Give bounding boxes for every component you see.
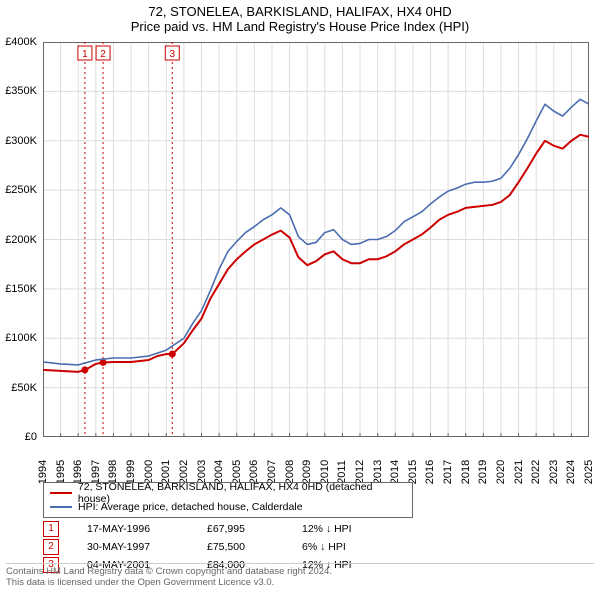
x-tick-label: 2023 — [548, 460, 560, 484]
footer-line1: Contains HM Land Registry data © Crown c… — [6, 566, 594, 577]
x-tick-label: 1994 — [37, 460, 49, 484]
x-tick-label: 2019 — [477, 460, 489, 484]
sale-pct: 12% ↓ HPI — [302, 523, 352, 535]
y-tick-label: £250K — [5, 184, 37, 196]
x-tick-label: 1995 — [55, 460, 67, 484]
footer-line2: This data is licensed under the Open Gov… — [6, 577, 594, 588]
y-tick-label: £300K — [5, 135, 37, 147]
svg-text:1: 1 — [82, 49, 88, 60]
x-tick-label: 2017 — [442, 460, 454, 484]
sale-pct: 6% ↓ HPI — [302, 541, 346, 553]
x-tick-label: 2024 — [565, 460, 577, 484]
title-line2: Price paid vs. HM Land Registry's House … — [0, 19, 600, 34]
y-tick-label: £400K — [5, 36, 37, 48]
legend-item-price-paid: 72, STONELEA, BARKISLAND, HALIFAX, HX4 0… — [50, 486, 406, 500]
y-tick-label: £200K — [5, 234, 37, 246]
legend-swatch-2 — [50, 506, 72, 508]
x-tick-label: 2022 — [530, 460, 542, 484]
svg-text:2: 2 — [100, 49, 106, 60]
x-tick-label: 2015 — [407, 460, 419, 484]
footer-attribution: Contains HM Land Registry data © Crown c… — [6, 563, 594, 588]
sale-date: 30-MAY-1997 — [87, 541, 207, 553]
title-line1: 72, STONELEA, BARKISLAND, HALIFAX, HX4 0… — [0, 4, 600, 19]
legend-label-2: HPI: Average price, detached house, Cald… — [78, 501, 303, 513]
sale-date: 17-MAY-1996 — [87, 523, 207, 535]
x-tick-label: 2021 — [513, 460, 525, 484]
x-tick-label: 2020 — [495, 460, 507, 484]
y-tick-label: £150K — [5, 283, 37, 295]
legend-swatch-1 — [50, 492, 72, 494]
y-tick-label: £100K — [5, 332, 37, 344]
table-row: 1 17-MAY-1996 £67,995 12% ↓ HPI — [43, 520, 352, 538]
sale-price: £75,500 — [207, 541, 302, 553]
y-tick-label: £0 — [25, 431, 37, 443]
chart-title: 72, STONELEA, BARKISLAND, HALIFAX, HX4 0… — [0, 4, 600, 34]
svg-text:3: 3 — [169, 49, 175, 60]
legend-box: 72, STONELEA, BARKISLAND, HALIFAX, HX4 0… — [43, 482, 413, 518]
y-tick-label: £50K — [11, 382, 37, 394]
table-row: 2 30-MAY-1997 £75,500 6% ↓ HPI — [43, 538, 352, 556]
y-tick-label: £350K — [5, 85, 37, 97]
sale-price: £67,995 — [207, 523, 302, 535]
x-tick-label: 2025 — [583, 460, 595, 484]
x-tick-label: 2018 — [460, 460, 472, 484]
sale-marker-badge-1: 1 — [43, 521, 59, 537]
sale-marker-badge-2: 2 — [43, 539, 59, 555]
chart-svg: 1 2 3 — [43, 42, 589, 437]
chart-plot: 1 2 3 — [43, 42, 589, 437]
y-axis-labels: £0£50K£100K£150K£200K£250K£300K£350K£400… — [0, 42, 40, 437]
x-tick-label: 2016 — [424, 460, 436, 484]
